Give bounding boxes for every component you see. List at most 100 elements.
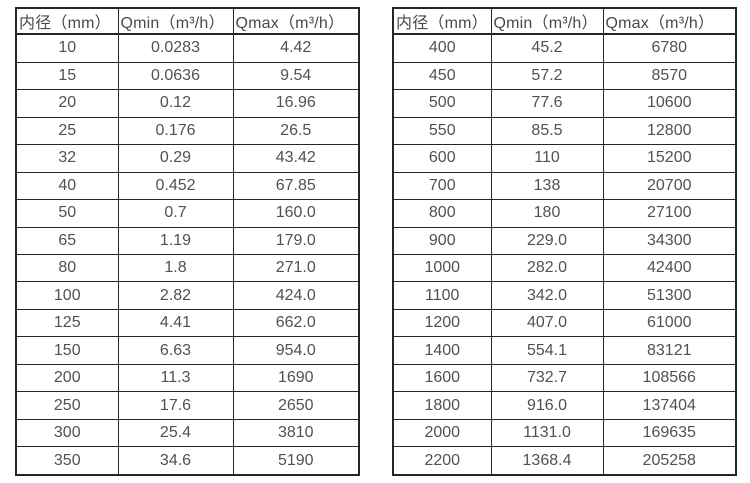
- table-row: 2000 1131.0 169635: [392, 418, 737, 448]
- table-row: 1600 732.7 108566: [392, 363, 737, 393]
- table-cell: 9.54: [232, 61, 360, 91]
- table-cell: 2200: [392, 446, 492, 476]
- column-header-qmin: Qmin（m³/h）: [490, 7, 604, 35]
- table-cell: 1.19: [117, 226, 234, 255]
- table-cell: 1100: [392, 281, 492, 310]
- table-row: 1400 554.1 83121: [392, 336, 737, 365]
- table-cell: 1.8: [117, 253, 234, 283]
- table-cell: 0.0636: [117, 61, 234, 91]
- table-cell: 125: [15, 308, 119, 338]
- table-row: 350 34.6 5190: [15, 446, 360, 476]
- table-cell: 65: [15, 226, 119, 255]
- flow-rate-table-large-diameters: 内径（mm） Qmin（m³/h） Qmax（m³/h） 400 45.2 6780…: [392, 7, 737, 476]
- table-cell: 25: [15, 116, 119, 146]
- table-row: 80 1.8 271.0: [15, 253, 360, 283]
- table-cell: 2000: [392, 418, 492, 448]
- table-cell: 26.5: [232, 116, 360, 146]
- table-cell: 20: [15, 89, 119, 118]
- table-cell: 20700: [602, 171, 737, 201]
- table-cell: 800: [392, 199, 492, 228]
- column-header-qmax: Qmax（m³/h）: [232, 7, 360, 35]
- column-header-diameter: 内径（mm）: [392, 7, 492, 35]
- table-cell: 34300: [602, 226, 737, 255]
- table-row: 1100 342.0 51300: [392, 281, 737, 310]
- table-cell: 424.0: [232, 281, 360, 310]
- table-cell: 1000: [392, 253, 492, 283]
- table-cell: 61000: [602, 308, 737, 338]
- table-cell: 50: [15, 199, 119, 228]
- table-row: 150 6.63 954.0: [15, 336, 360, 365]
- table-cell: 6780: [602, 33, 737, 63]
- table-cell: 40: [15, 171, 119, 201]
- table-row: 32 0.29 43.42: [15, 144, 360, 173]
- table-row: 25 0.176 26.5: [15, 116, 360, 146]
- table-row: 1000 282.0 42400: [392, 253, 737, 283]
- table-cell: 15: [15, 61, 119, 91]
- table-cell: 43.42: [232, 144, 360, 173]
- header-row: 内径（mm） Qmin（m³/h） Qmax（m³/h）: [392, 7, 737, 35]
- table-cell: 916.0: [490, 391, 604, 420]
- table-cell: 700: [392, 171, 492, 201]
- table-cell: 4.41: [117, 308, 234, 338]
- table-cell: 6.63: [117, 336, 234, 365]
- table-cell: 16.96: [232, 89, 360, 118]
- table-cell: 662.0: [232, 308, 360, 338]
- table-row: 250 17.6 2650: [15, 391, 360, 420]
- table-cell: 137404: [602, 391, 737, 420]
- table-cell: 169635: [602, 418, 737, 448]
- table-cell: 0.12: [117, 89, 234, 118]
- table-cell: 550: [392, 116, 492, 146]
- table-cell: 229.0: [490, 226, 604, 255]
- table-cell: 12800: [602, 116, 737, 146]
- table-cell: 150: [15, 336, 119, 365]
- table-cell: 0.452: [117, 171, 234, 201]
- table-row: 1800 916.0 137404: [392, 391, 737, 420]
- table-cell: 0.29: [117, 144, 234, 173]
- table-cell: 15200: [602, 144, 737, 173]
- table-cell: 10600: [602, 89, 737, 118]
- table-cell: 600: [392, 144, 492, 173]
- table-cell: 500: [392, 89, 492, 118]
- table-row: 300 25.4 3810: [15, 418, 360, 448]
- table-cell: 205258: [602, 446, 737, 476]
- table-row: 600 110 15200: [392, 144, 737, 173]
- table-row: 100 2.82 424.0: [15, 281, 360, 310]
- table-cell: 4.42: [232, 33, 360, 63]
- flow-rate-table-small-diameters: 内径（mm） Qmin（m³/h） Qmax（m³/h） 10 0.0283 4.4…: [15, 7, 360, 476]
- table-row: 15 0.0636 9.54: [15, 61, 360, 91]
- table-cell: 27100: [602, 199, 737, 228]
- table-row: 700 138 20700: [392, 171, 737, 201]
- table-cell: 1368.4: [490, 446, 604, 476]
- table-cell: 83121: [602, 336, 737, 365]
- table-cell: 732.7: [490, 363, 604, 393]
- table-cell: 180: [490, 199, 604, 228]
- table-cell: 554.1: [490, 336, 604, 365]
- table-cell: 57.2: [490, 61, 604, 91]
- table-row: 50 0.7 160.0: [15, 199, 360, 228]
- header-row: 内径（mm） Qmin（m³/h） Qmax（m³/h）: [15, 7, 360, 35]
- table-cell: 342.0: [490, 281, 604, 310]
- table-cell: 1200: [392, 308, 492, 338]
- table-cell: 10: [15, 33, 119, 63]
- table-row: 500 77.6 10600: [392, 89, 737, 118]
- table-cell: 108566: [602, 363, 737, 393]
- table-cell: 407.0: [490, 308, 604, 338]
- table-cell: 138: [490, 171, 604, 201]
- table-cell: 8570: [602, 61, 737, 91]
- table-row: 125 4.41 662.0: [15, 308, 360, 338]
- table-cell: 110: [490, 144, 604, 173]
- table-cell: 2.82: [117, 281, 234, 310]
- table-cell: 200: [15, 363, 119, 393]
- table-row: 40 0.452 67.85: [15, 171, 360, 201]
- table-cell: 954.0: [232, 336, 360, 365]
- table-cell: 0.7: [117, 199, 234, 228]
- table-body: 10 0.0283 4.42 15 0.0636 9.54 20 0.12 16.96 25 0.1…: [15, 33, 360, 476]
- table-cell: 5190: [232, 446, 360, 476]
- table-row: 400 45.2 6780: [392, 33, 737, 63]
- table-cell: 2650: [232, 391, 360, 420]
- table-cell: 77.6: [490, 89, 604, 118]
- table-cell: 45.2: [490, 33, 604, 63]
- table-cell: 85.5: [490, 116, 604, 146]
- table-cell: 300: [15, 418, 119, 448]
